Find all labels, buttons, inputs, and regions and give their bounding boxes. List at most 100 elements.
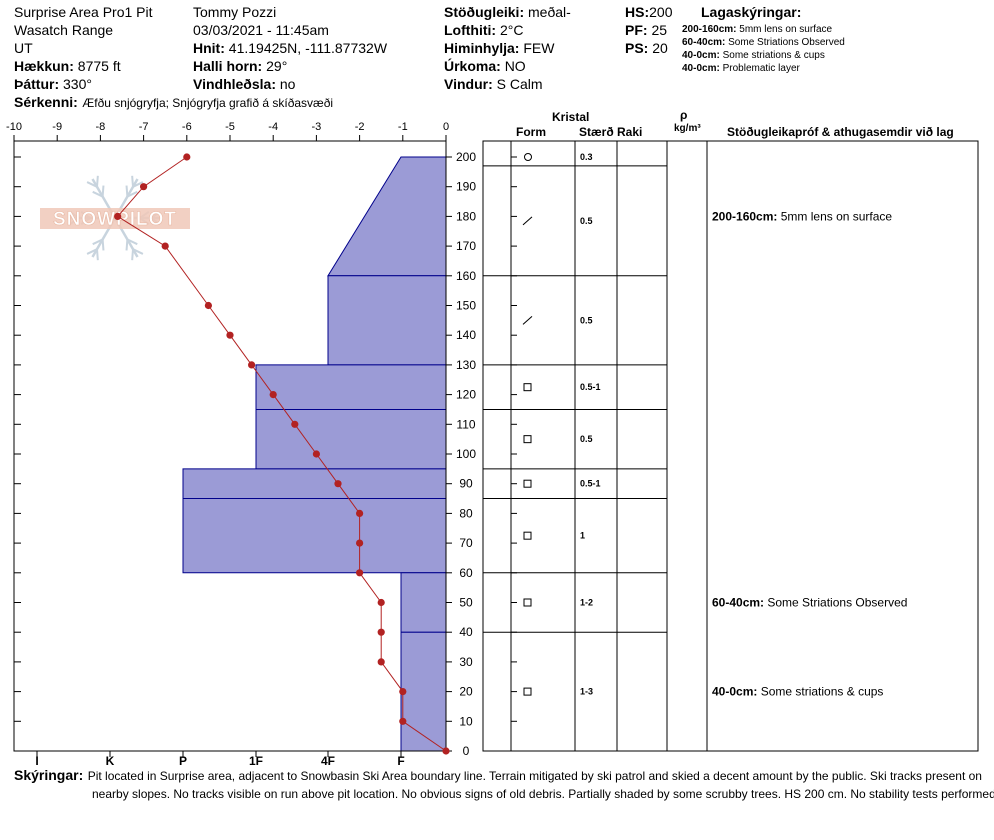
temp-tick-label: -9 bbox=[52, 121, 62, 133]
crystal-size: 0.5-1 bbox=[580, 479, 601, 489]
temperature-point bbox=[356, 569, 364, 577]
pf-label: PF: bbox=[625, 22, 648, 38]
location-name: Surprise Area Pro1 Pit bbox=[14, 4, 153, 20]
temperature-point bbox=[204, 301, 212, 310]
moisture-col-header: Raki bbox=[617, 125, 643, 139]
crystal-size: 1-3 bbox=[580, 687, 593, 697]
stability-row: Stöðugleiki: meðal- bbox=[444, 5, 571, 19]
crystal-form-icon bbox=[523, 383, 532, 392]
hardness-layer bbox=[400, 631, 447, 752]
hs-value: 200 bbox=[649, 4, 673, 20]
wind-loading-label: Vindhleðsla: bbox=[193, 76, 276, 92]
hardness-tick-label: 4F bbox=[321, 754, 335, 768]
depth-tick-label: 110 bbox=[456, 417, 475, 431]
layer-comment: 200-160cm: 5mm lens on surface bbox=[712, 209, 892, 223]
wind-label: Vindur: bbox=[444, 76, 493, 92]
stability-value: meðal- bbox=[528, 4, 571, 20]
snowflake-branch bbox=[132, 248, 144, 255]
temperature-point bbox=[312, 450, 320, 458]
coords-row: Hnit: 41.19425N, -111.87732W bbox=[193, 41, 387, 55]
snowflake-branch bbox=[125, 239, 129, 251]
depth-tick-label: 120 bbox=[456, 388, 476, 402]
logo-text: SNOWPILOT bbox=[53, 209, 177, 230]
depth-tick-label: 140 bbox=[456, 328, 476, 342]
layer-comment: 40-0cm: Some striations & cups bbox=[712, 685, 883, 699]
precip-row: Úrkoma: NO bbox=[444, 59, 526, 73]
temperature-point bbox=[183, 153, 191, 161]
temperature-point bbox=[356, 509, 364, 517]
snowflake-branch bbox=[126, 190, 138, 198]
form-col-header: Form bbox=[516, 125, 546, 139]
depth-tick-label: 100 bbox=[456, 447, 476, 461]
depth-tick-label: 40 bbox=[459, 625, 473, 639]
temp-tick-label: -10 bbox=[6, 121, 22, 133]
crystal-size: 1-2 bbox=[580, 598, 593, 608]
depth-tick-label: 90 bbox=[459, 477, 473, 491]
air-temp-label: Lofthiti: bbox=[444, 22, 497, 38]
layer-comment: 60-40cm: Some Striations Observed bbox=[712, 596, 907, 610]
crystal-form-icon bbox=[523, 435, 532, 444]
hardness-layer bbox=[255, 364, 447, 410]
wind-row: Vindur: S Calm bbox=[444, 77, 543, 91]
depth-tick-label: 20 bbox=[459, 685, 473, 699]
snowflake-branch bbox=[132, 181, 144, 188]
mountain-range: Wasatch Range bbox=[14, 22, 114, 38]
hardness-tick-label: F bbox=[397, 754, 404, 768]
layer-note: 40-0cm: Some striations & cups bbox=[682, 51, 825, 61]
features-row: Sérkenni: Æfðu snjógryfja; Snjógryfja gr… bbox=[14, 95, 333, 111]
features-value: Æfðu snjógryfja; Snjógryfja grafið á skí… bbox=[82, 96, 334, 110]
snowflake-branch bbox=[125, 185, 129, 197]
crystal-form-icon bbox=[522, 216, 533, 226]
layer-note-range: 40-0cm: bbox=[682, 63, 720, 74]
crystal-size: 0.5 bbox=[580, 434, 593, 444]
crystal-form-icon bbox=[523, 687, 532, 696]
temp-tick-label: -6 bbox=[182, 121, 192, 133]
kristal-header: Kristal bbox=[552, 110, 590, 124]
layer-note-range: 40-0cm: bbox=[682, 50, 720, 61]
footer-label: Skýringar: bbox=[14, 767, 84, 783]
sky-label: Himinhylja: bbox=[444, 40, 520, 56]
layer-note-text: Some striations & cups bbox=[722, 50, 825, 61]
temp-tick-label: -7 bbox=[139, 121, 149, 133]
layer-note-range: 200-160cm: bbox=[682, 24, 737, 35]
footer-line-2: nearby slopes. No tracks visible on run … bbox=[92, 787, 994, 801]
temperature-point bbox=[399, 717, 407, 725]
pf-row: PF: 25 bbox=[625, 23, 667, 37]
hardness-tick-label: I bbox=[35, 754, 38, 768]
crystal-size: 0.5-1 bbox=[580, 382, 601, 392]
tests-col-header: Stöðugleikapróf & athugasemdir við lag bbox=[727, 125, 954, 139]
layer-comment-text: 5mm lens on surface bbox=[777, 209, 892, 223]
layer-note: 40-0cm: Problematic layer bbox=[682, 64, 800, 74]
hs-label: HS: bbox=[625, 4, 650, 20]
coords-label: Hnit: bbox=[193, 40, 225, 56]
sky-row: Himinhylja: FEW bbox=[444, 41, 554, 55]
hardness-layer bbox=[327, 275, 447, 366]
depth-tick-label: 200 bbox=[456, 150, 476, 164]
temperature-point bbox=[356, 539, 364, 547]
temperature-point bbox=[140, 183, 148, 191]
observer-name: Tommy Pozzi bbox=[193, 4, 277, 20]
layer-note-text: Problematic layer bbox=[722, 63, 800, 74]
temp-tick-label: -4 bbox=[268, 121, 278, 133]
hardness-layer bbox=[182, 468, 447, 500]
precip-value: NO bbox=[504, 58, 526, 74]
stability-label: Stöðugleiki: bbox=[444, 4, 525, 20]
depth-tick-label: 0 bbox=[463, 744, 470, 758]
snowflake-branch bbox=[96, 249, 99, 261]
layer-note-text: 5mm lens on surface bbox=[739, 24, 833, 35]
temperature-point bbox=[161, 242, 169, 250]
temperature-point bbox=[291, 420, 299, 428]
layer-notes-title: Lagaskýringar: bbox=[701, 4, 802, 20]
elevation-row: Hækkun: 8775 ft bbox=[14, 59, 121, 73]
layer-comment-range: 200-160cm: bbox=[712, 209, 777, 223]
state: UT bbox=[14, 40, 33, 56]
air-temp-value: 2°C bbox=[499, 22, 524, 38]
hardness-layer bbox=[255, 408, 447, 470]
ps-row: PS: 20 bbox=[625, 41, 668, 55]
depth-tick-label: 180 bbox=[456, 209, 476, 223]
snowflake-branch bbox=[96, 175, 99, 187]
depth-tick-label: 80 bbox=[459, 506, 473, 520]
depth-tick-label: 160 bbox=[456, 269, 476, 283]
